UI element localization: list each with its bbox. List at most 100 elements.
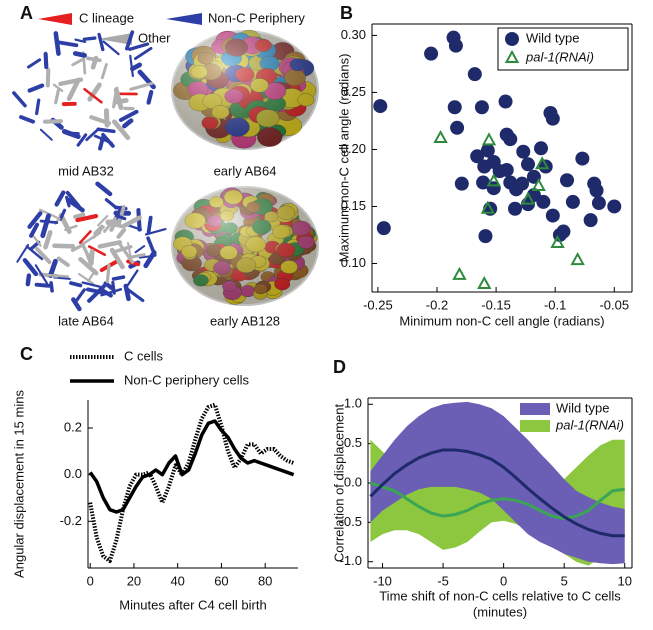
legend-label: C lineage (79, 10, 134, 25)
cell-vector (128, 253, 146, 259)
x-tick-label: 80 (258, 573, 272, 588)
legend-swatch (38, 13, 72, 25)
y-axis-label: Angular displacement in 15 mins (11, 390, 26, 578)
point (589, 183, 604, 198)
cell-vector (19, 115, 35, 124)
cell-vector (52, 243, 76, 249)
point (534, 156, 550, 170)
point (545, 111, 560, 126)
band (370, 401, 625, 565)
y-tick-label: 1.0 (344, 396, 362, 411)
point (575, 151, 590, 166)
point (534, 141, 548, 156)
cell-vector (100, 288, 123, 297)
cell-vector (97, 214, 109, 227)
caption: early AB64 (214, 163, 277, 178)
cell-vector (104, 198, 118, 210)
point (556, 224, 571, 239)
legend-swatch (520, 420, 550, 432)
point (591, 196, 606, 211)
legend-label: Other (138, 30, 171, 45)
cell-vector (35, 246, 52, 265)
cell-vector (129, 54, 134, 78)
point (450, 120, 465, 135)
y-tick-label: -1.0 (340, 553, 362, 568)
cell-vector (105, 263, 111, 284)
cell-vector (118, 242, 135, 264)
legend-swatch (504, 49, 520, 63)
legend-swatch (520, 403, 550, 415)
cell-vector (87, 82, 102, 102)
cell-vector (146, 89, 154, 105)
cell-vector (127, 269, 139, 286)
cell-vector (39, 128, 53, 141)
y-tick-label: 0.2 (64, 419, 82, 434)
cell-vector (81, 281, 102, 288)
cell-vector (88, 249, 95, 266)
cell-vector (134, 46, 153, 60)
point (467, 67, 482, 82)
point (433, 129, 448, 144)
y-tick-label: 0.20 (341, 141, 366, 156)
cell-vector (43, 51, 49, 70)
panel-letter: B (340, 3, 353, 23)
cell-vector (111, 275, 126, 281)
cell-vector (143, 250, 157, 269)
cell-vector (122, 118, 134, 129)
point (478, 229, 493, 244)
cell-vector (71, 58, 84, 67)
cell-vector (73, 212, 86, 219)
cell-vector (146, 215, 153, 235)
cell-vector (40, 213, 51, 239)
cell-vector (56, 40, 79, 48)
x-tick-label: -0.05 (599, 297, 629, 312)
legend-swatch (505, 32, 519, 46)
cell-vector (93, 224, 104, 235)
cell-vector (66, 197, 85, 213)
cell-vector (72, 51, 87, 58)
cell-vector (78, 230, 92, 244)
cell-vector (146, 236, 157, 257)
legend-swatch (98, 33, 132, 45)
point (550, 234, 565, 248)
cell-vector (95, 181, 113, 197)
cell-vector (103, 216, 118, 233)
point (481, 132, 497, 146)
cell-vector (100, 63, 108, 80)
cell-vector (87, 245, 106, 257)
y-tick-label: 0.0 (344, 474, 362, 489)
cell-vector (125, 287, 145, 303)
cell-vector (78, 272, 95, 285)
point (570, 251, 585, 266)
legend-swatch (166, 13, 202, 25)
point (531, 177, 546, 191)
point (515, 176, 530, 191)
cell-vector (75, 213, 99, 223)
panel-letter: D (333, 357, 346, 377)
cell-vector (52, 83, 64, 93)
cell-vector (54, 190, 66, 207)
cell-vector (27, 58, 42, 69)
cell-vector (69, 281, 83, 288)
cell-vector (43, 230, 53, 250)
cell-vector (66, 77, 81, 101)
point (373, 99, 388, 114)
cell-vector (129, 81, 154, 91)
embryo-renderings (12, 29, 319, 312)
cell-vector (16, 243, 30, 263)
point (448, 38, 463, 53)
cell-vector (56, 256, 70, 267)
y-tick-label: 0.0 (64, 466, 82, 481)
cell-vector (34, 264, 49, 285)
legend-label: pal-1(RNAi) (525, 49, 594, 64)
point (486, 173, 501, 187)
line (88, 419, 295, 514)
x-tick-label: 20 (127, 573, 141, 588)
cell-vector (111, 245, 133, 254)
x-axis-label: Minimum non-C cell angle (radians) (399, 313, 604, 328)
cell-vector (12, 91, 27, 108)
cell-vector (48, 258, 58, 278)
y-tick-label: 0.30 (341, 27, 366, 42)
cell-vector (27, 211, 43, 229)
